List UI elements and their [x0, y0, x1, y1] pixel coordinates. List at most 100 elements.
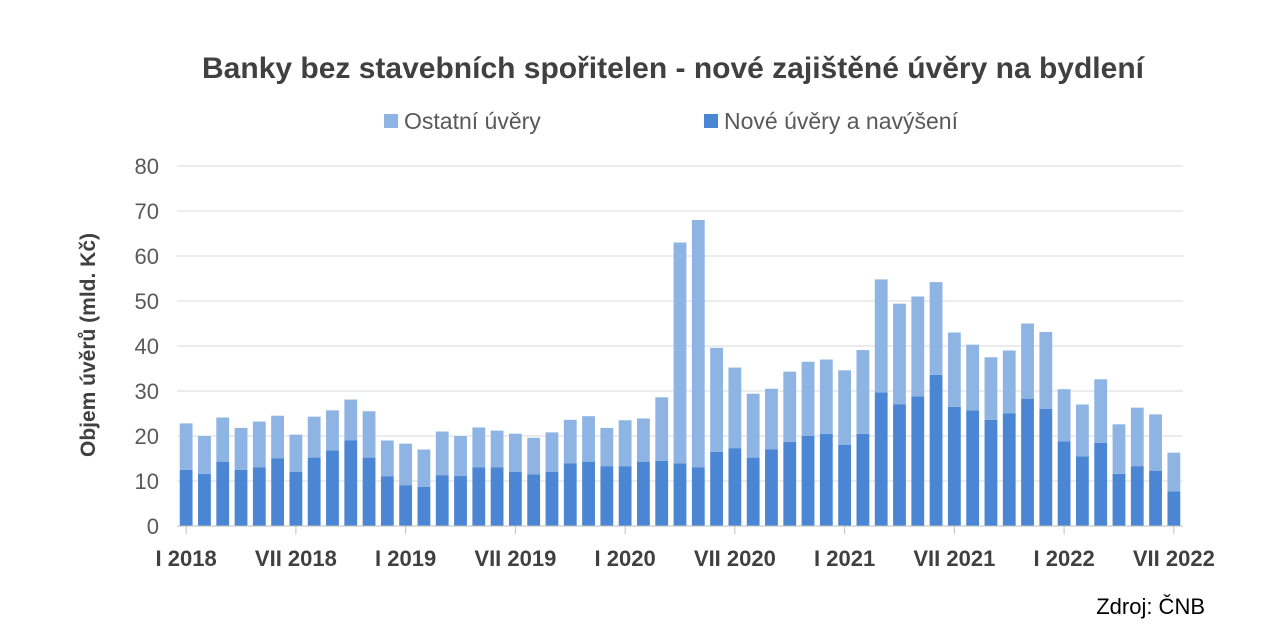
bar-nove-uvery [783, 441, 797, 526]
bar-nove-uvery [1112, 473, 1126, 526]
y-tick-label: 60 [135, 244, 159, 269]
bar-ostatni-uvery [618, 420, 632, 467]
bar-ostatni-uvery [563, 419, 577, 464]
bar-ostatni-uvery [673, 242, 687, 464]
y-tick-label: 30 [135, 379, 159, 404]
bar-ostatni-uvery [252, 421, 266, 468]
bar-ostatni-uvery [838, 370, 852, 445]
bar-nove-uvery [216, 461, 230, 526]
bar-ostatni-uvery [198, 436, 211, 474]
bar-nove-uvery [746, 457, 760, 526]
bar-nove-uvery [289, 472, 303, 526]
bar-ostatni-uvery [1167, 452, 1181, 492]
bar-ostatni-uvery [344, 399, 358, 441]
bar-nove-uvery [1167, 491, 1181, 526]
bar-ostatni-uvery [490, 430, 504, 468]
bar-nove-uvery [1075, 456, 1089, 526]
y-axis-label: Objem úvěrů (mld. Kč) [77, 233, 100, 457]
bar-ostatni-uvery [1094, 379, 1108, 443]
legend-label-nove: Nové úvěry a navýšení [724, 108, 959, 134]
bar-ostatni-uvery [728, 367, 742, 449]
bar-nove-uvery [893, 404, 906, 526]
bar-nove-uvery [637, 461, 650, 526]
bar-nove-uvery [838, 445, 852, 526]
bar-nove-uvery [234, 469, 248, 526]
bar-ostatni-uvery [1075, 404, 1089, 457]
bar-ostatni-uvery [765, 388, 778, 450]
bar-ostatni-uvery [929, 282, 943, 375]
bar-nove-uvery [252, 467, 266, 526]
bar-ostatni-uvery [289, 434, 303, 472]
bar-nove-uvery [326, 450, 339, 526]
bar-nove-uvery [417, 486, 431, 526]
bar-ostatni-uvery [435, 431, 449, 476]
bar-nove-uvery [600, 466, 614, 526]
bar-ostatni-uvery [1002, 350, 1016, 414]
bar-nove-uvery [1039, 409, 1053, 526]
bar-ostatni-uvery [874, 279, 888, 393]
bar-ostatni-uvery [746, 393, 760, 458]
bar-nove-uvery [508, 472, 522, 526]
bar-ostatni-uvery [1130, 407, 1144, 467]
bar-nove-uvery [582, 461, 595, 526]
bar-nove-uvery [1130, 466, 1144, 526]
legend-swatch-ostatni [384, 114, 398, 128]
bar-nove-uvery [1094, 442, 1108, 526]
bar-ostatni-uvery [307, 416, 321, 458]
bar-ostatni-uvery [1021, 323, 1034, 399]
bar-ostatni-uvery [893, 303, 906, 405]
bar-ostatni-uvery [710, 347, 723, 452]
bar-nove-uvery [856, 433, 870, 526]
bar-nove-uvery [1057, 441, 1071, 526]
bar-nove-uvery [673, 463, 687, 526]
bar-ostatni-uvery [179, 423, 193, 470]
bar-nove-uvery [344, 440, 358, 526]
x-tick-label: I 2021 [814, 546, 875, 571]
y-axis-ticks: 0 10 20 30 40 50 60 70 80 [135, 154, 159, 539]
bar-nove-uvery [198, 473, 211, 526]
bar-ostatni-uvery [216, 417, 230, 462]
bar-nove-uvery [454, 476, 467, 526]
x-axis-ticks: I 2018 VII 2018 I 2019 VII 2019 I 2020 VII 20… [156, 526, 1215, 571]
y-tick-label: 50 [135, 289, 159, 314]
bar-nove-uvery [527, 474, 541, 526]
bar-ostatni-uvery [911, 296, 925, 397]
bar-nove-uvery [490, 467, 504, 526]
bar-nove-uvery [271, 458, 285, 526]
bar-ostatni-uvery [234, 427, 248, 470]
x-tick-label: I 2020 [595, 546, 656, 571]
y-tick-label: 40 [135, 334, 159, 359]
bar-ostatni-uvery [454, 436, 467, 477]
bar-ostatni-uvery [399, 443, 413, 486]
bar-nove-uvery [618, 466, 632, 526]
x-tick-label: VII 2018 [255, 546, 337, 571]
y-tick-label: 0 [147, 514, 159, 539]
bar-ostatni-uvery [783, 371, 797, 442]
bar-nove-uvery [874, 392, 888, 526]
x-tick-label: VII 2019 [474, 546, 556, 571]
bar-nove-uvery [563, 463, 577, 526]
bar-ostatni-uvery [819, 359, 833, 434]
y-tick-label: 70 [135, 199, 159, 224]
bar-ostatni-uvery [655, 397, 669, 461]
bar-ostatni-uvery [691, 220, 705, 468]
bar-ostatni-uvery [417, 449, 431, 487]
bar-ostatni-uvery [527, 437, 541, 475]
bar-nove-uvery [929, 374, 943, 526]
legend-swatch-nove [704, 114, 718, 128]
bar-nove-uvery [380, 476, 394, 526]
bar-ostatni-uvery [326, 410, 339, 451]
bar-ostatni-uvery [1039, 332, 1053, 409]
bar-nove-uvery [1149, 470, 1162, 526]
bar-nove-uvery [1021, 398, 1034, 526]
bar-ostatni-uvery [545, 432, 559, 472]
bar-ostatni-uvery [582, 416, 595, 462]
bar-ostatni-uvery [362, 411, 376, 458]
x-tick-label: VII 2021 [913, 546, 995, 571]
bar-ostatni-uvery [1112, 424, 1126, 474]
bar-nove-uvery [765, 449, 778, 526]
bar-nove-uvery [307, 457, 321, 526]
bar-nove-uvery [947, 406, 961, 526]
legend: Ostatní úvěry Nové úvěry a navýšení [384, 108, 959, 134]
bar-nove-uvery [399, 485, 413, 526]
